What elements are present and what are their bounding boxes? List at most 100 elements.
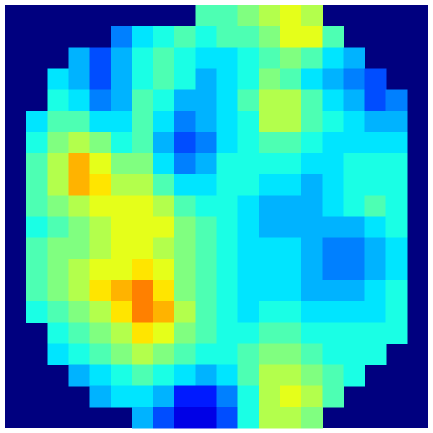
heatmap-cell <box>343 343 366 366</box>
heatmap-cell <box>301 89 323 112</box>
heatmap-cell <box>195 343 218 366</box>
heatmap-cell <box>153 89 175 112</box>
heatmap-cell <box>322 174 344 196</box>
heatmap-cell <box>322 131 344 154</box>
heatmap-cell <box>364 216 387 239</box>
heatmap-cell <box>216 322 239 344</box>
heatmap-cell <box>26 174 48 196</box>
heatmap-cell <box>89 385 112 408</box>
heatmap-cell <box>322 237 344 260</box>
heatmap-cell <box>216 68 239 91</box>
heatmap-cell <box>153 131 175 154</box>
heatmap-cell <box>216 5 239 27</box>
heatmap-cell <box>174 258 196 281</box>
heatmap-cell <box>47 237 70 260</box>
heatmap-cell <box>68 110 91 133</box>
heatmap-cell <box>110 89 133 112</box>
heatmap-cell <box>237 47 260 70</box>
heatmap-cell <box>47 301 70 323</box>
heatmap-cell <box>153 364 175 387</box>
heatmap-cell <box>68 174 91 196</box>
heatmap-cell <box>68 47 91 70</box>
heatmap-cell <box>68 195 91 218</box>
heatmap-cell <box>258 301 281 323</box>
heatmap-cell <box>322 258 344 281</box>
heatmap-cell <box>258 26 281 48</box>
heatmap-cell <box>279 131 302 154</box>
heatmap-cell <box>68 279 91 302</box>
heatmap-cell <box>301 47 323 70</box>
heatmap-cell <box>89 301 112 323</box>
heatmap-cell <box>153 110 175 133</box>
heatmap-cell <box>216 258 239 281</box>
heatmap-cell <box>385 195 408 218</box>
heatmap-cell <box>174 68 196 91</box>
heatmap-cell <box>258 364 281 387</box>
heatmap-cell <box>301 26 323 48</box>
heatmap-cell <box>195 110 218 133</box>
heatmap-cell <box>279 258 302 281</box>
heatmap-cell <box>364 89 387 112</box>
heatmap-cell <box>153 406 175 429</box>
heatmap-cell <box>110 195 133 218</box>
heatmap-cell <box>89 110 112 133</box>
heatmap-cell <box>237 343 260 366</box>
heatmap-cell <box>237 322 260 344</box>
heatmap-cell <box>195 237 218 260</box>
heatmap-cell <box>47 216 70 239</box>
heatmap-cell <box>279 385 302 408</box>
heatmap-cell <box>343 301 366 323</box>
heatmap-cell <box>258 153 281 175</box>
heatmap-cell <box>195 364 218 387</box>
heatmap-cell <box>258 279 281 302</box>
heatmap-cell <box>26 131 48 154</box>
heatmap-cell <box>279 406 302 429</box>
heatmap-cell <box>301 174 323 196</box>
heatmap-cell <box>385 153 408 175</box>
heatmap-cell <box>343 47 366 70</box>
heatmap-cell <box>385 322 408 344</box>
heatmap-cell <box>26 237 48 260</box>
heatmap-cell <box>322 89 344 112</box>
heatmap-cell <box>216 153 239 175</box>
heatmap-cell <box>131 26 154 48</box>
heatmap-cell <box>47 110 70 133</box>
heatmap-cell <box>110 68 133 91</box>
heatmap-cell <box>279 153 302 175</box>
heatmap-cell <box>110 47 133 70</box>
heatmap-cell <box>258 47 281 70</box>
heatmap-cell <box>301 195 323 218</box>
heatmap-cell <box>279 237 302 260</box>
heatmap-cell <box>153 237 175 260</box>
heatmap-cell <box>174 174 196 196</box>
heatmap-cell <box>258 322 281 344</box>
heatmap-cell <box>195 174 218 196</box>
heatmap-cell <box>68 68 91 91</box>
heatmap-cell <box>195 89 218 112</box>
heatmap-cell <box>131 131 154 154</box>
heatmap-cell <box>68 216 91 239</box>
heatmap-cell <box>279 343 302 366</box>
heatmap-cell <box>195 131 218 154</box>
heatmap-cell <box>385 110 408 133</box>
heatmap-cell <box>258 131 281 154</box>
heatmap-cell <box>110 174 133 196</box>
heatmap-cell <box>110 322 133 344</box>
heatmap-cell <box>237 237 260 260</box>
heatmap-cell <box>385 258 408 281</box>
heatmap-cell <box>174 153 196 175</box>
heatmap-cell <box>131 174 154 196</box>
heatmap-cell <box>364 322 387 344</box>
heatmap-cell <box>174 216 196 239</box>
heatmap-cell <box>110 237 133 260</box>
heatmap-cell <box>47 279 70 302</box>
heatmap-cell <box>258 216 281 239</box>
heatmap-cell <box>237 364 260 387</box>
heatmap-cell <box>68 237 91 260</box>
heatmap-cell <box>174 195 196 218</box>
heatmap-cell <box>47 131 70 154</box>
heatmap-cell <box>131 195 154 218</box>
heatmap-cell <box>68 131 91 154</box>
heatmap-cell <box>131 258 154 281</box>
heatmap-cell <box>279 5 302 27</box>
